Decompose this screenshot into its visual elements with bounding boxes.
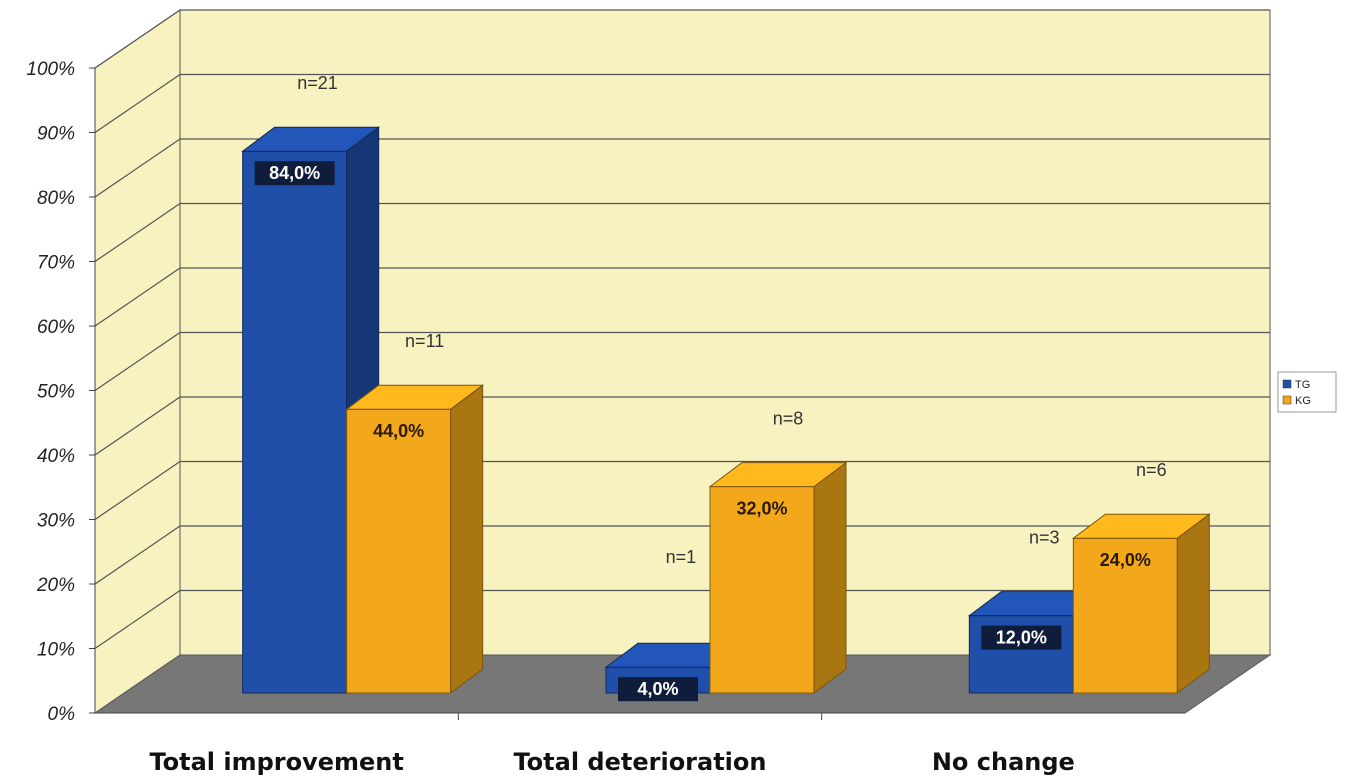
bar-side xyxy=(1176,513,1210,694)
gridline xyxy=(94,202,1270,262)
legend-box xyxy=(1277,371,1337,413)
gridline xyxy=(94,331,1270,391)
gridline xyxy=(94,138,1270,198)
gridlines xyxy=(94,9,1270,649)
legend-swatch xyxy=(1282,379,1292,389)
value-label: 32,0% xyxy=(736,499,787,519)
gridline xyxy=(94,460,1270,520)
bar-top xyxy=(1071,513,1211,539)
bar-side xyxy=(813,461,847,694)
gridline xyxy=(94,396,1270,456)
y-tick-label: 90% xyxy=(37,124,75,145)
count-label: n=6 xyxy=(1136,460,1167,480)
y-tick-label: 10% xyxy=(37,640,75,661)
y-tick-label: 30% xyxy=(37,511,75,532)
value-label: 24,0% xyxy=(1100,550,1151,570)
value-label: 84,0% xyxy=(269,163,320,183)
y-tick-label: 60% xyxy=(37,317,75,338)
gridline xyxy=(94,73,1270,133)
value-label-bg xyxy=(981,625,1062,650)
count-label: n=21 xyxy=(297,73,338,93)
legend-swatch xyxy=(1282,395,1292,405)
count-label: n=1 xyxy=(666,547,697,567)
y-tick-label: 70% xyxy=(37,253,75,274)
y-tick-label: 20% xyxy=(36,575,75,596)
bar-top xyxy=(345,384,485,410)
gridline xyxy=(94,525,1270,585)
legend: TG KG xyxy=(1277,371,1337,413)
legend-label: TG xyxy=(1295,379,1310,391)
category-label: Total deterioration xyxy=(514,748,767,776)
gridline xyxy=(94,267,1270,327)
gridline xyxy=(94,589,1270,649)
bar-top xyxy=(708,462,848,488)
value-label-bg xyxy=(618,677,698,702)
y-tick-label: 0% xyxy=(48,704,76,725)
category-label: Total improvement xyxy=(149,748,403,776)
category-label: No change xyxy=(932,748,1075,776)
bar-front xyxy=(242,150,348,694)
bars xyxy=(241,126,1211,694)
bar-top xyxy=(241,126,381,152)
y-axis: 0% 10% 20% 30% 40% 50% 60% 70% 80% 90% 100% xyxy=(26,59,96,725)
value-label: 4,0% xyxy=(637,679,678,699)
legend-label: KG xyxy=(1295,395,1311,407)
bar-front xyxy=(346,408,452,694)
bar-side xyxy=(450,384,484,694)
y-tick-label: 50% xyxy=(37,382,75,403)
y-tick-label: 100% xyxy=(26,59,75,80)
count-label: n=8 xyxy=(773,409,804,429)
value-label: 12,0% xyxy=(996,628,1047,648)
y-tick-label: 40% xyxy=(37,446,75,467)
value-label: 44,0% xyxy=(373,421,424,441)
count-label: n=11 xyxy=(405,331,444,351)
count-label: n=3 xyxy=(1029,528,1060,548)
bar-labels: 84,0% n=21 44,0% n=11 4,0% n=1 32,0% n=8 12,0% n=… xyxy=(254,73,1167,702)
x-axis: Total improvement Total deterioration No c… xyxy=(95,712,1185,776)
y-tick-label: 80% xyxy=(37,188,75,209)
value-label-bg xyxy=(254,161,335,186)
gridline xyxy=(94,9,1270,69)
